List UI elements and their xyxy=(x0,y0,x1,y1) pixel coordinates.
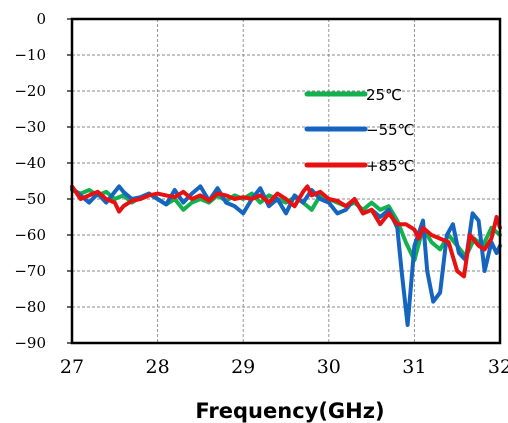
y-tick-label: −90 xyxy=(14,334,46,352)
legend-label-0: 25℃ xyxy=(366,86,402,104)
x-tick-label: 27 xyxy=(60,356,84,378)
x-tick-label: 31 xyxy=(402,356,426,378)
legend-label-1: −55℃ xyxy=(366,121,415,139)
y-tick-label: −70 xyxy=(14,262,46,280)
y-tick-label: −60 xyxy=(14,226,46,244)
x-tick-label: 32 xyxy=(488,356,508,378)
y-tick-label: −30 xyxy=(14,118,46,136)
series-layer xyxy=(70,184,502,327)
legend: 25℃ −55℃ +85℃ xyxy=(304,86,415,175)
x-tick-label: 30 xyxy=(317,356,341,378)
y-tick-label: −10 xyxy=(14,46,46,64)
y-tick-label: −80 xyxy=(14,298,46,316)
y-tick-label: −50 xyxy=(14,190,46,208)
y-tick-label: 0 xyxy=(36,10,46,28)
series-line-2 xyxy=(70,184,502,279)
y-tick-labels: 0 −10 −20 −30 −40 −50 −60 −70 −80 −90 xyxy=(14,10,72,352)
grid-lines xyxy=(72,19,500,343)
legend-label-2: +85℃ xyxy=(366,157,415,175)
x-tick-label: 29 xyxy=(231,356,255,378)
plot-frame xyxy=(70,17,502,345)
x-axis-title: Frequency(GHz) xyxy=(195,399,384,423)
x-tick-label: 28 xyxy=(146,356,170,378)
y-tick-label: −40 xyxy=(14,154,46,172)
y-tick-label: −20 xyxy=(14,82,46,100)
series-line-1 xyxy=(70,184,502,327)
x-tick-labels: 27 28 29 30 31 32 xyxy=(60,356,508,378)
